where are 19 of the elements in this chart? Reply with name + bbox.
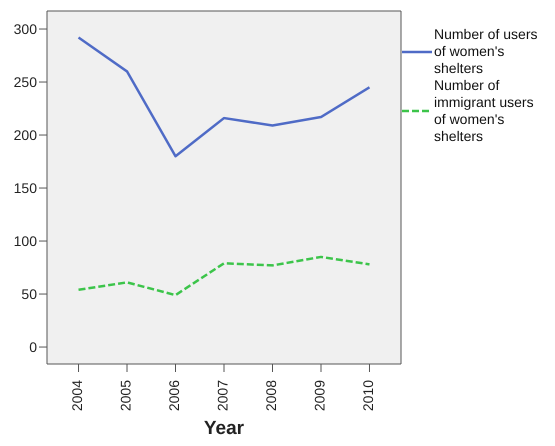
y-tick-label: 150 xyxy=(14,180,38,196)
y-tick-label: 100 xyxy=(14,233,38,250)
x-tick-label: 2007 xyxy=(214,380,231,412)
x-tick-label: 2010 xyxy=(360,380,376,412)
y-tick-label: 200 xyxy=(14,126,38,143)
legend-label: Number of immigrant users of women's shelters xyxy=(434,77,535,145)
x-tick-label: 2004 xyxy=(69,380,86,412)
x-tick-label: 2005 xyxy=(118,380,134,412)
legend-label: Number of users of women's shelters xyxy=(434,26,538,77)
y-tick-label: 300 xyxy=(14,20,38,37)
y-tick-label: 50 xyxy=(21,286,38,302)
line-series xyxy=(77,36,371,158)
x-axis-title: Year xyxy=(204,418,245,439)
x-tick-label: 2009 xyxy=(312,380,328,412)
line-series xyxy=(77,256,371,296)
y-tick-label: 0 xyxy=(29,339,38,356)
x-tick-label: 2006 xyxy=(166,380,182,412)
x-tick-label: 2008 xyxy=(263,380,280,412)
y-tick-label: 250 xyxy=(14,74,38,90)
